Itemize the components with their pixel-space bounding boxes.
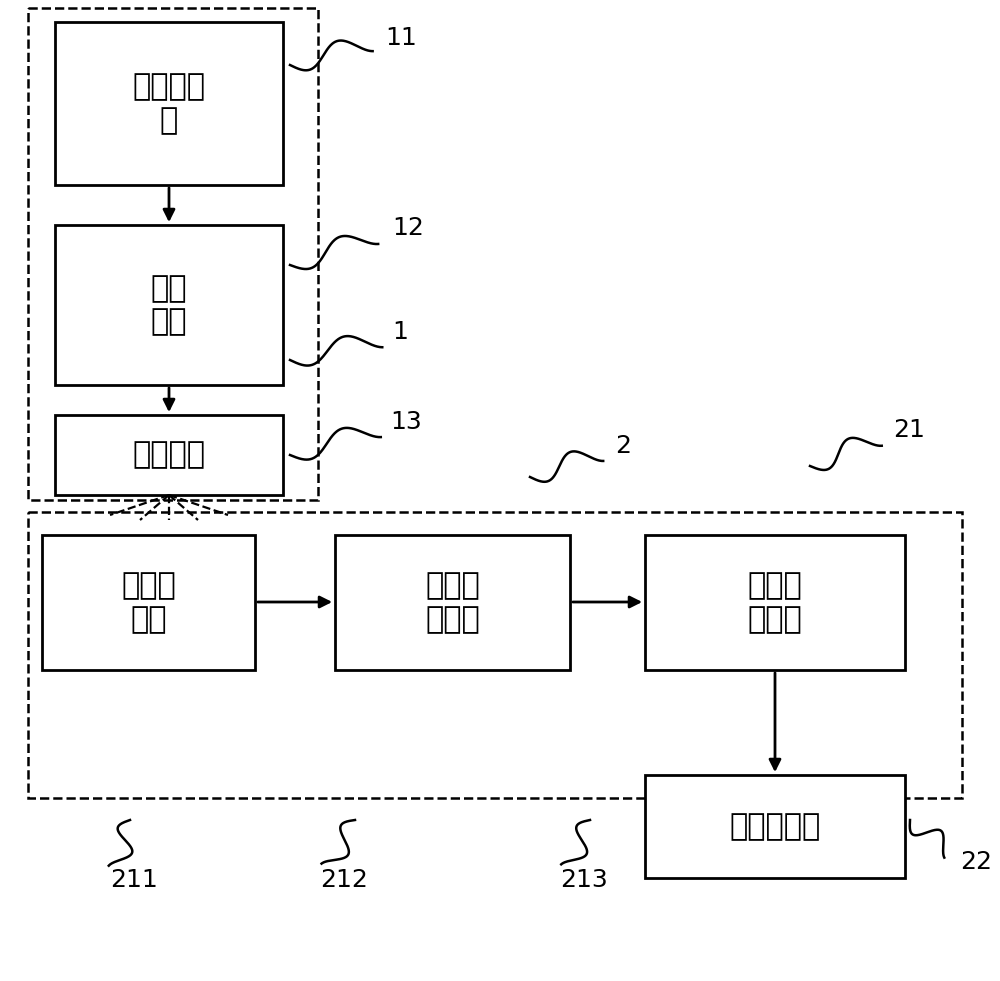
Text: 驱动
单元: 驱动 单元 bbox=[151, 274, 187, 336]
Text: 12: 12 bbox=[392, 216, 424, 240]
Text: 213: 213 bbox=[560, 868, 608, 892]
Text: 信号放
大单元: 信号放 大单元 bbox=[425, 571, 480, 634]
Bar bbox=[645, 775, 905, 878]
Bar bbox=[42, 535, 255, 670]
Bar bbox=[55, 22, 283, 185]
Text: 22: 22 bbox=[960, 850, 992, 874]
Text: 微控制
器单元: 微控制 器单元 bbox=[748, 571, 802, 634]
Text: 211: 211 bbox=[110, 868, 158, 892]
Text: 11: 11 bbox=[385, 26, 417, 50]
Text: 纯硬件器
件: 纯硬件器 件 bbox=[132, 73, 206, 134]
Bar bbox=[55, 225, 283, 385]
Bar bbox=[28, 8, 318, 500]
Text: 发光单元: 发光单元 bbox=[132, 440, 206, 470]
Text: 光电探
测器: 光电探 测器 bbox=[121, 571, 176, 634]
Bar bbox=[55, 415, 283, 495]
Bar bbox=[645, 535, 905, 670]
Bar bbox=[28, 512, 962, 798]
Text: 13: 13 bbox=[390, 410, 422, 434]
Text: 电控锁主体: 电控锁主体 bbox=[729, 812, 821, 841]
Text: 21: 21 bbox=[893, 418, 925, 442]
Text: 212: 212 bbox=[320, 868, 368, 892]
Text: 1: 1 bbox=[392, 320, 408, 344]
Bar bbox=[335, 535, 570, 670]
Text: 2: 2 bbox=[615, 434, 631, 458]
